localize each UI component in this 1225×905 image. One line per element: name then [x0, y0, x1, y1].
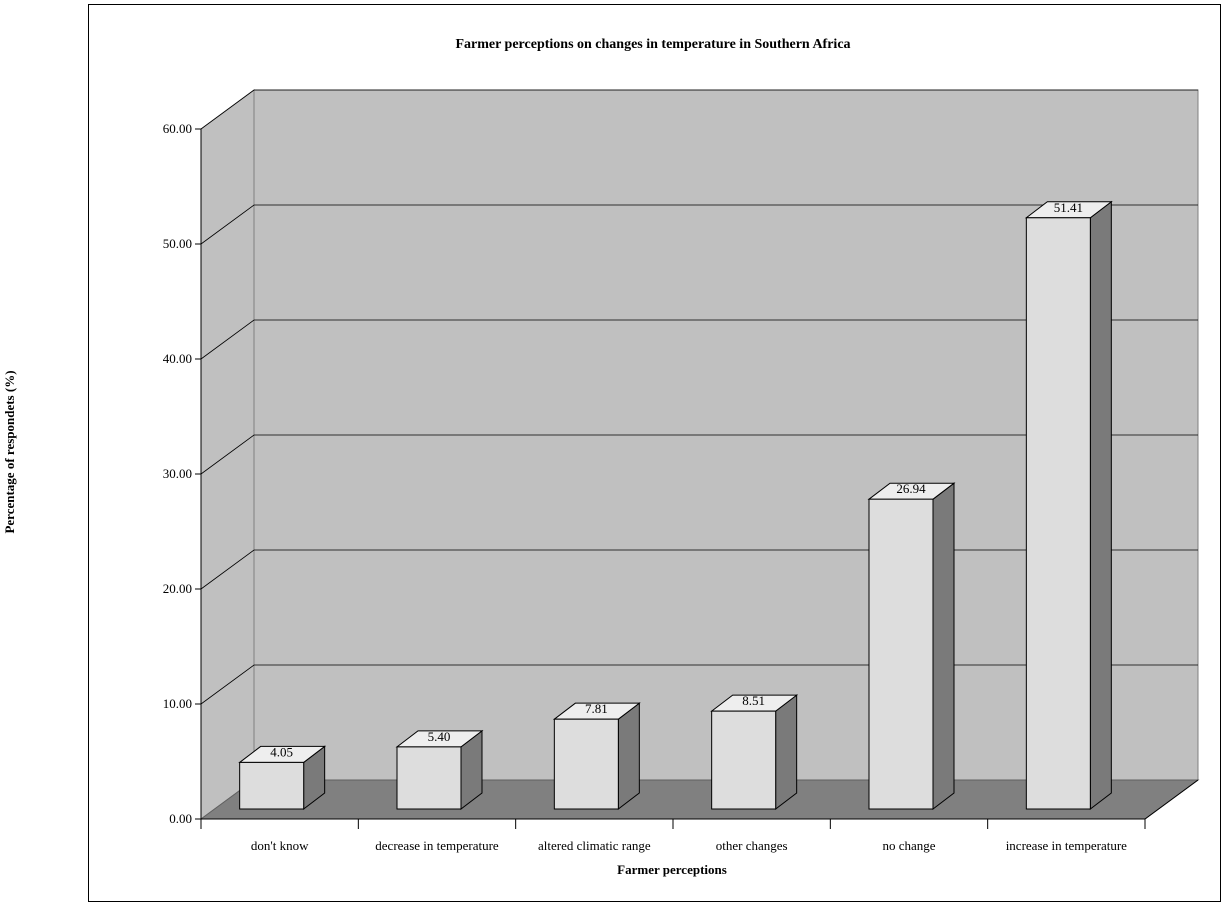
- data-label: 26.94: [896, 481, 926, 496]
- y-tick-label: 50.00: [163, 236, 192, 251]
- y-tick-label: 20.00: [163, 581, 192, 596]
- y-tick-label: 30.00: [163, 466, 192, 481]
- x-axis-depth-line: [1144, 779, 1199, 820]
- bar: [868, 498, 934, 810]
- chart-frame: [88, 4, 1221, 902]
- bar: [553, 718, 619, 810]
- bar: [396, 746, 462, 810]
- y-tick-label: 40.00: [163, 351, 192, 366]
- bar-side: [775, 694, 798, 811]
- bar-side: [617, 702, 640, 811]
- x-tick-label: increase in temperature: [1006, 838, 1127, 853]
- axes: 0.00 10.00 20.00 30.00 40.00 50.00 60.00 don't …: [163, 121, 1199, 853]
- bars: 4.05 5.40 7.81 8.51 26.94 51.41: [238, 200, 1113, 811]
- data-label: 4.05: [270, 744, 293, 759]
- data-label: 51.41: [1054, 200, 1083, 215]
- data-label: 7.81: [585, 701, 608, 716]
- x-tick-label: altered climatic range: [538, 838, 651, 853]
- data-label: 5.40: [428, 729, 451, 744]
- y-tick-label: 60.00: [163, 121, 192, 136]
- bar-side: [932, 482, 955, 811]
- x-tick-label: no change: [882, 838, 935, 853]
- data-label: 8.51: [742, 693, 765, 708]
- chart-title: Farmer perceptions on changes in tempera…: [455, 37, 850, 52]
- x-tick-label: don't know: [251, 838, 309, 853]
- gridline: [200, 319, 1198, 360]
- bar-side: [1089, 200, 1112, 811]
- gridline: [200, 434, 1198, 475]
- gridline: [200, 204, 1198, 245]
- x-tick-label: decrease in temperature: [375, 838, 499, 853]
- y-tick-label: 10.00: [163, 696, 192, 711]
- gridline: [200, 89, 1198, 130]
- y-tick-label: 0.00: [169, 811, 192, 826]
- bar: [711, 710, 777, 810]
- x-axis-label: Farmer perceptions: [617, 862, 727, 877]
- bar: [239, 761, 305, 810]
- x-tick-label: other changes: [716, 838, 788, 853]
- bar: [1025, 217, 1091, 810]
